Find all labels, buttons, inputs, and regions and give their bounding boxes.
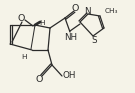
Text: H: H — [39, 20, 45, 26]
Text: O: O — [35, 74, 43, 84]
Text: CH₃: CH₃ — [105, 8, 119, 14]
Text: O: O — [17, 13, 25, 23]
Text: NH: NH — [64, 32, 78, 41]
Text: OH: OH — [62, 72, 76, 81]
Text: H: H — [21, 54, 27, 60]
Text: O: O — [71, 4, 79, 12]
Text: N: N — [84, 7, 90, 16]
Text: S: S — [91, 36, 97, 44]
